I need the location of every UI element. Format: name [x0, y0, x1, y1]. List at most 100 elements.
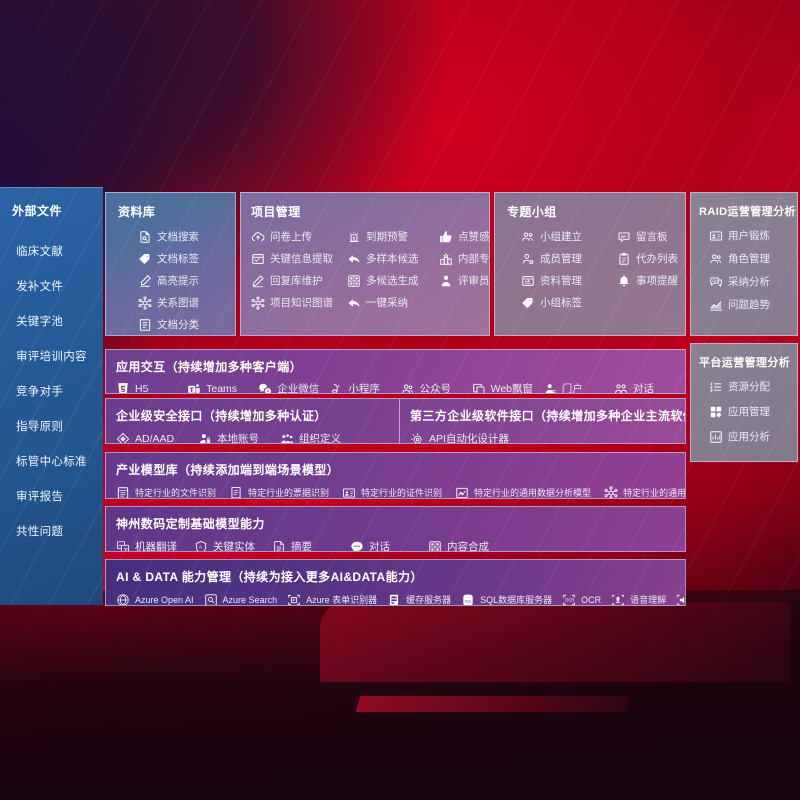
base-item-summary[interactable]: 摘要 — [272, 540, 350, 551]
group-item-member-management[interactable]: 成员管理 — [521, 252, 613, 266]
project-item-expiry-alert[interactable]: 到期预警 — [347, 230, 435, 244]
project-label-multi-sample-candidate: 多样本候选 — [366, 252, 419, 265]
panel-platform-analysis: 平台运营管理分析 资源分配 应用管理 应用分析 — [690, 343, 798, 462]
base-item-key-entity[interactable]: A 关键实体 — [194, 540, 272, 551]
pen-edit-icon — [251, 274, 265, 288]
project-item-one-click-adoption[interactable]: 一键采纳 — [347, 296, 435, 310]
panel-topic-group: 专题小组 小组建立 留言板 成员管理 代办列表 资料管理 — [494, 192, 686, 336]
client-item-teams[interactable]: Teams — [187, 382, 258, 393]
client-item-dialog[interactable]: 对话 — [614, 382, 685, 393]
base-item-dialog[interactable]: 对话 — [350, 540, 428, 551]
raid-item-user-training[interactable]: 用户锻炼 — [709, 229, 797, 243]
raid-item-adoption-analysis[interactable]: QA 采纳分析 — [709, 275, 797, 289]
base-item-content-synthesis[interactable]: 内容合成 — [428, 540, 506, 551]
industry-item-knowledge-graph-model[interactable]: 特定行业的通用知识图谱模型 — [604, 486, 685, 498]
industry-item-file-recognition[interactable]: 特定行业的文件识别 — [116, 486, 216, 498]
knowledge-graph-icon — [604, 486, 618, 498]
industry-item-invoice-recognition[interactable]: 特定行业的票据识别 — [229, 486, 329, 498]
miniprogram-icon — [329, 382, 343, 393]
industry-item-data-analysis-model[interactable]: 特定行业的通用数据分析模型 — [455, 486, 591, 498]
entity-badge-icon: A — [194, 540, 208, 551]
ai-label-cache-server: 缓存服务器 — [406, 594, 452, 605]
ai-item-form-recognizer[interactable]: Azure 表单识别器 — [287, 593, 377, 605]
ai-item-tts[interactable]: TTS — [676, 593, 685, 605]
ai-item-sql-database-server[interactable]: SQL SQL数据库服务器 — [461, 593, 552, 605]
project-item-key-info-extraction[interactable]: 关键信息提取 — [251, 252, 343, 266]
library-item-highlight-tip[interactable]: 高亮提示 — [138, 274, 235, 288]
auth-item-organization-definition[interactable]: 组织定义 — [280, 432, 362, 443]
industry-item-id-recognition[interactable]: 特定行业的证件识别 — [342, 486, 442, 498]
sidebar-item-keyword-pool[interactable]: 关键字池 — [16, 315, 64, 328]
project-item-questionnaire-upload[interactable]: 问卷上传 — [251, 230, 343, 244]
client-item-portal[interactable]: 门户 — [543, 382, 614, 393]
sidebar-item-review-report[interactable]: 审评报告 — [16, 490, 64, 503]
dialog-users-icon — [614, 382, 628, 393]
client-item-official-account[interactable]: 公众号 — [401, 382, 472, 393]
library-label-document-category: 文档分类 — [157, 318, 199, 331]
trend-chart-icon — [709, 298, 723, 312]
sql-database-icon: SQL — [461, 593, 475, 605]
project-item-like-thanks[interactable]: 点赞感谢 — [439, 230, 490, 244]
ai-item-speech-understanding[interactable]: 语音理解 — [611, 593, 666, 605]
client-item-web-popup[interactable]: Web飘窗 — [472, 382, 543, 393]
panel-title-document-library: 资料库 — [118, 205, 156, 219]
svg-text:A: A — [119, 543, 122, 548]
sidebar-item-review-training[interactable]: 审评培训内容 — [16, 350, 87, 363]
sidebar-item-common-issues[interactable]: 共性问题 — [16, 525, 64, 538]
message-board-icon — [617, 230, 631, 244]
project-item-reply-library-maintenance[interactable]: 回复库维护 — [251, 274, 343, 288]
search-box-icon — [204, 593, 218, 605]
ai-data-item-list: Azure Open AI Azure Search Azure 表单识别器 缓… — [116, 593, 685, 605]
auth-item-ad-aad[interactable]: AD/AAD — [116, 432, 198, 443]
client-item-wechat-work[interactable]: 企业微信 — [258, 382, 329, 393]
project-item-project-knowledge-graph[interactable]: 项目知识图谱 — [251, 296, 343, 310]
sidebar-external-files: 外部文件 临床文献 发补文件 关键字池 审评培训内容 竞争对手 指导原则 标管中… — [0, 187, 103, 605]
group-item-create-group[interactable]: 小组建立 — [521, 230, 613, 244]
library-label-relation-graph: 关系图谱 — [157, 296, 199, 309]
platform-item-app-analysis[interactable]: 应用分析 — [709, 430, 797, 444]
wechat-work-icon — [258, 382, 272, 393]
library-item-relation-graph[interactable]: 关系图谱 — [138, 296, 235, 310]
extract-window-icon — [251, 252, 265, 266]
project-label-reviewer-portrait: 评审员画像 — [458, 274, 490, 287]
library-item-document-tag[interactable]: 文档标签 — [138, 252, 235, 266]
row-ai-data-capability: AI & DATA 能力管理（持续为接入更多AI&DATA能力） Azure O… — [105, 559, 686, 606]
auth-label-api-designer: API自动化设计器 — [429, 432, 509, 444]
group-item-material-management[interactable]: 资料管理 — [521, 274, 613, 288]
library-item-document-category[interactable]: 文档分类 — [138, 318, 235, 332]
ai-item-ocr[interactable]: OCR OCR — [562, 593, 601, 605]
project-item-multi-candidate-generation[interactable]: 多候选生成 — [347, 274, 435, 288]
ai-item-azure-open-ai[interactable]: Azure Open AI — [116, 593, 194, 605]
client-item-miniprogram[interactable]: 小程序 — [329, 382, 400, 393]
raid-item-role-management[interactable]: 角色管理 — [709, 252, 797, 266]
openai-icon — [116, 593, 130, 605]
sidebar-item-guidelines[interactable]: 指导原则 — [16, 420, 64, 433]
group-item-message-board[interactable]: 留言板 — [617, 230, 685, 244]
group-item-group-tag[interactable]: 小组标签 — [521, 296, 613, 310]
ai-item-azure-search[interactable]: Azure Search — [204, 593, 277, 605]
ai-item-cache-server[interactable]: 缓存服务器 — [387, 593, 452, 605]
sidebar-item-clinical-literature[interactable]: 临床文献 — [16, 245, 64, 258]
platform-item-resource-allocation[interactable]: 资源分配 — [709, 380, 797, 394]
project-label-like-thanks: 点赞感谢 — [458, 230, 490, 243]
sidebar-item-standards-center[interactable]: 标管中心标准 — [16, 455, 87, 468]
platform-item-app-management[interactable]: 应用管理 — [709, 405, 797, 419]
group-item-item-reminder[interactable]: 事项提醒 — [617, 274, 685, 288]
group-label-create-group: 小组建立 — [540, 230, 582, 243]
group-item-todo-list[interactable]: 代办列表 — [617, 252, 685, 266]
sidebar-item-competitors[interactable]: 竞争对手 — [16, 385, 64, 398]
client-item-h5[interactable]: H5 — [116, 382, 187, 393]
auth-item-api-designer[interactable]: API自动化设计器 — [410, 432, 509, 444]
project-item-reviewer-portrait[interactable]: 评审员画像 — [439, 274, 490, 288]
sidebar-item-supplementary-docs[interactable]: 发补文件 — [16, 280, 64, 293]
auth-item-local-account[interactable]: 本地账号 — [198, 432, 280, 443]
branch-grid-icon — [347, 274, 361, 288]
project-label-questionnaire-upload: 问卷上传 — [270, 230, 312, 243]
ai-label-azure-open-ai: Azure Open AI — [135, 594, 194, 605]
project-item-multi-sample-candidate[interactable]: 多样本候选 — [347, 252, 435, 266]
raid-item-issue-trend[interactable]: 问题趋势 — [709, 298, 797, 312]
project-item-internal-expert-ranking[interactable]: 内部专家排名 — [439, 252, 489, 266]
library-item-document-search[interactable]: 文档搜索 — [138, 230, 235, 244]
